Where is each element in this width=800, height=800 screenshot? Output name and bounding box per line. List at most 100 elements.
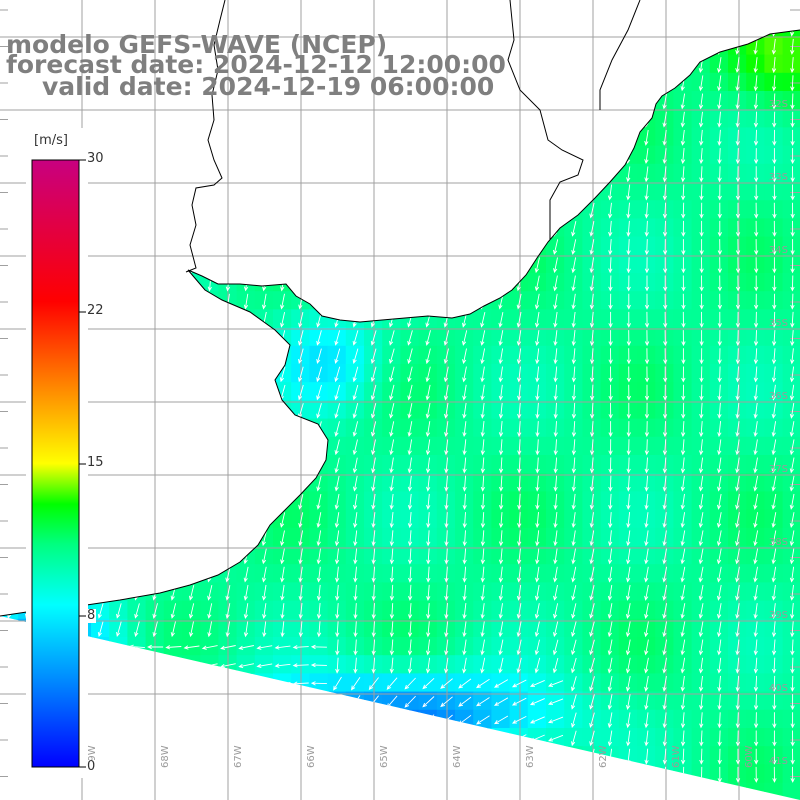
wind-arrow: [625, 621, 631, 638]
wind-arrow: [1, 681, 18, 686]
wind-speed-cell: [673, 254, 693, 274]
wind-speed-cell: [746, 673, 765, 693]
wind-speed-cell: [254, 309, 274, 329]
wind-speed-cell: [691, 327, 711, 347]
wind-arrow: [552, 148, 559, 164]
wind-speed-cell: [728, 72, 747, 92]
wind-speed-cell: [236, 618, 256, 638]
wind-arrow: [188, 494, 195, 510]
wind-speed-cell: [582, 163, 602, 183]
wind-speed-cell: [655, 509, 674, 529]
wind-speed-cell: [0, 345, 19, 365]
wind-speed-cell: [746, 364, 765, 383]
wind-speed-cell: [527, 436, 547, 456]
wind-arrow: [334, 457, 340, 474]
wind-arrow: [680, 530, 686, 547]
wind-speed-cell: [0, 746, 19, 765]
wind-arrow: [6, 202, 13, 219]
wind-speed-cell: [364, 473, 383, 492]
wind-arrow: [680, 493, 685, 510]
wind-speed-cell: [18, 0, 37, 19]
wind-speed-cell: [637, 145, 656, 165]
wind-arrow: [589, 566, 595, 583]
wind-arrow: [116, 439, 121, 456]
wind-arrow: [458, 733, 472, 744]
wind-speed-cell: [200, 145, 219, 165]
wind-arrow: [147, 644, 164, 650]
wind-arrow: [188, 421, 195, 437]
wind-speed-cell: [236, 728, 256, 747]
wind-speed-cell: [273, 254, 292, 274]
wind-arrow: [680, 166, 686, 183]
wind-speed-cell: [436, 109, 456, 128]
wind-speed-cell: [364, 400, 383, 420]
wind-speed-cell: [0, 637, 19, 656]
wind-speed-cell: [0, 455, 19, 474]
wind-speed-cell: [327, 273, 347, 292]
wind-speed-cell: [509, 564, 529, 583]
wind-speed-cell: [655, 455, 674, 474]
wind-speed-cell: [637, 455, 656, 474]
wind-arrow: [92, 680, 109, 686]
wind-arrow: [680, 548, 686, 565]
wind-speed-cell: [782, 637, 800, 656]
wind-speed-cell: [600, 163, 620, 183]
wind-arrow: [790, 111, 795, 128]
wind-arrow: [717, 712, 722, 729]
wind-arrow: [753, 584, 758, 601]
wind-speed-cell: [546, 655, 565, 674]
wind-speed-cell: [473, 509, 492, 529]
wind-arrow: [626, 348, 632, 365]
wind-arrow: [274, 645, 291, 650]
wind-speed-cell: [237, 0, 256, 19]
wind-arrow: [553, 366, 558, 383]
wind-speed-cell: [400, 436, 420, 456]
wind-speed-cell: [527, 691, 547, 711]
wind-speed-cell: [309, 291, 329, 310]
wind-speed-cell: [382, 618, 401, 638]
wind-arrow: [407, 166, 413, 183]
wind-arrow: [480, 311, 486, 328]
wind-speed-cell: [200, 491, 219, 511]
wind-speed-cell: [364, 527, 383, 547]
wind-speed-cell: [527, 72, 547, 92]
wind-arrow: [116, 111, 122, 128]
wind-speed-cell: [691, 746, 711, 765]
wind-arrow: [607, 675, 613, 692]
wind-speed-cell: [200, 509, 219, 529]
wind-arrow: [608, 275, 613, 292]
wind-arrow: [534, 621, 540, 638]
wind-arrow: [256, 736, 273, 741]
wind-arrow: [407, 457, 412, 474]
wind-speed-cell: [109, 145, 128, 165]
wind-speed-cell: [782, 145, 800, 165]
wind-speed-cell: [728, 673, 747, 693]
wind-arrow: [680, 566, 686, 583]
wind-speed-cell: [436, 455, 456, 474]
wind-arrow: [476, 751, 490, 761]
wind-speed-cell: [400, 564, 420, 583]
wind-speed-cell: [400, 145, 420, 165]
wind-speed-cell: [200, 473, 219, 492]
lat-label-32s: 32S: [769, 99, 788, 110]
wind-arrow: [316, 366, 322, 383]
wind-speed-cell: [764, 582, 784, 602]
wind-speed-cell: [564, 691, 583, 711]
wind-arrow: [498, 202, 504, 219]
wind-speed-cell: [91, 546, 110, 565]
wind-arrow: [256, 663, 273, 669]
wind-arrow: [480, 475, 485, 492]
wind-speed-cell: [364, 254, 383, 274]
wind-arrow: [571, 184, 577, 201]
wind-speed-cell: [200, 109, 219, 128]
wind-arrow: [134, 493, 140, 510]
wind-speed-cell: [455, 30, 474, 37]
wind-speed-cell: [655, 382, 674, 401]
wind-arrow: [461, 275, 468, 292]
wind-arrow: [261, 475, 268, 492]
wind-speed-cell: [746, 345, 765, 365]
wind-arrow: [98, 275, 103, 292]
wind-arrow: [511, 679, 527, 688]
wind-arrow: [644, 93, 649, 110]
wind-arrow: [426, 475, 431, 492]
